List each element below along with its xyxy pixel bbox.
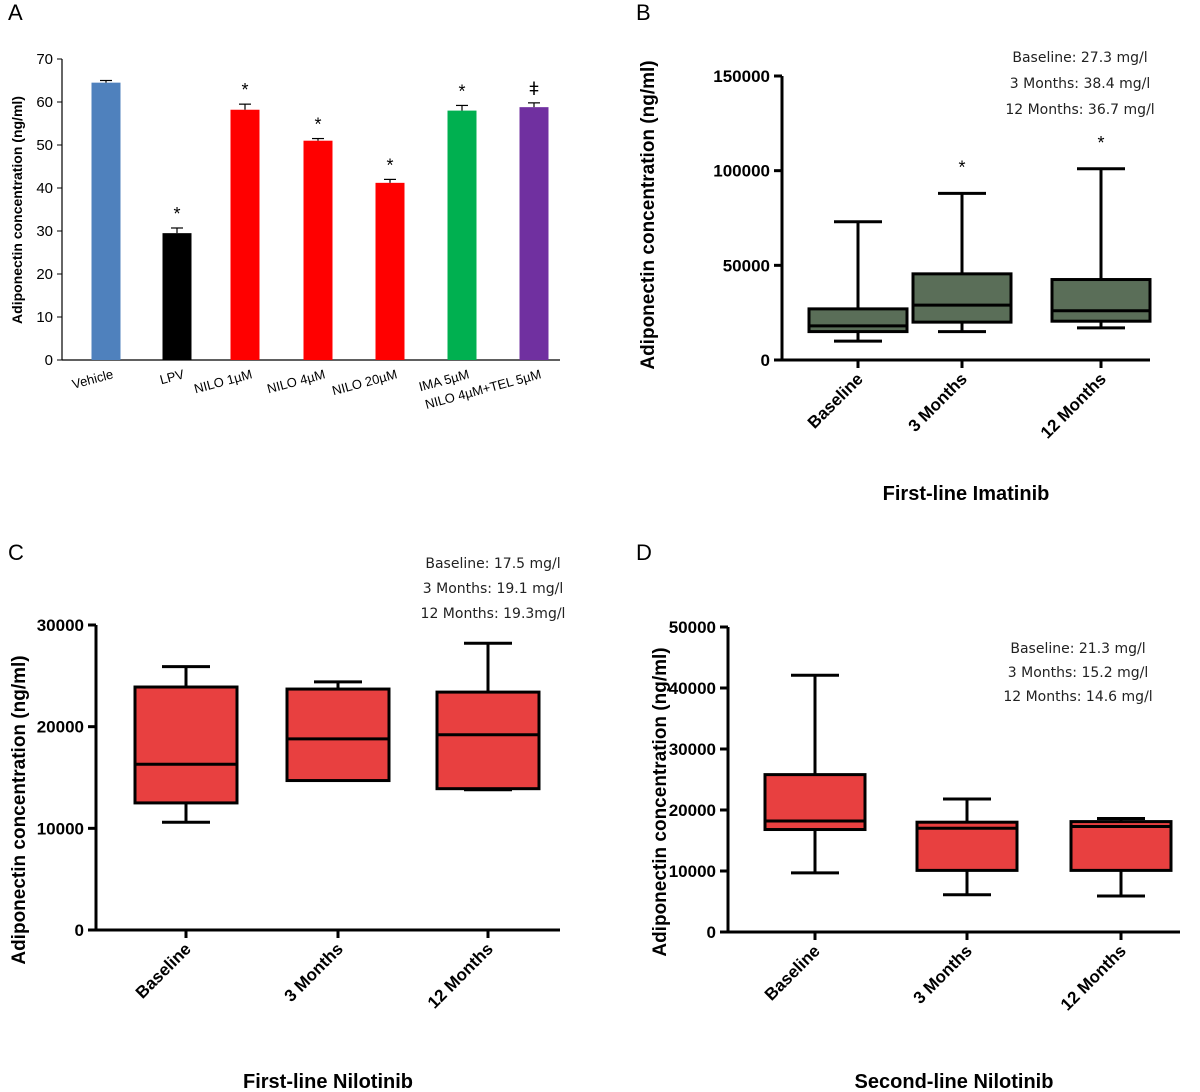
box-3 [435,690,541,791]
mean-annotation: Baseline: 27.3 mg/l [1012,50,1147,66]
y-axis-label: Adiponectin concentration (ng/ml) [9,96,25,324]
x-category-label: NILO 20µM [330,366,398,398]
bar-3 [230,109,260,361]
y-tick-label: 30000 [37,616,84,635]
mean-annotation: 3 Months: 19.1 mg/l [423,581,563,597]
x-category-label: 3 Months [905,369,971,435]
y-tick-label: 10000 [669,862,716,881]
y-tick-label: 40 [36,180,53,197]
significance-marker: * [386,155,393,175]
box-2 [285,687,391,783]
significance-marker: * [1097,133,1104,153]
mean-annotation: 12 Months: 36.7 mg/l [1005,102,1154,118]
y-tick-label: 0 [75,921,84,940]
y-tick-label: 50000 [723,256,770,275]
significance-marker: * [458,81,465,101]
y-axis-label: Adiponectin concentration (ng/ml) [650,647,671,956]
y-tick-label: 50000 [669,618,716,637]
panel-letter-b: B [636,0,651,25]
y-tick-label: 20000 [669,801,716,820]
y-tick-label: 30000 [669,740,716,759]
y-tick-label: 100000 [713,162,770,181]
y-tick-label: 0 [45,352,53,369]
x-category-label: Vehicle [70,366,114,391]
x-category-label: 12 Months [1037,369,1110,442]
x-category-label: 3 Months [910,941,976,1007]
mean-annotation: 12 Months: 19.3mg/l [421,606,566,622]
y-tick-label: 0 [761,351,770,370]
x-category-label: Baseline [804,369,867,432]
x-category-label: NILO 4µM [265,366,326,396]
y-tick-label: 10000 [37,819,84,838]
panel-b: B 0 50000 100000 150000 Adiponectin concentra… [636,0,1155,505]
panel-letter-d: D [636,540,652,565]
significance-marker: * [173,204,180,224]
mean-annotation: 12 Months: 14.6 mg/l [1003,689,1152,705]
box-2 [915,820,1019,872]
y-tick-label: 20 [36,266,53,283]
panel-letter-c: C [8,540,24,565]
mean-annotation: 3 Months: 15.2 mg/l [1008,665,1148,681]
significance-marker: * [314,115,321,135]
box-1 [807,307,909,334]
y-tick-label: 60 [36,94,53,111]
x-axis-title: First-line Imatinib [883,483,1050,505]
x-category-label: 12 Months [424,939,497,1012]
mean-annotation: Baseline: 17.5 mg/l [425,556,560,572]
box-3 [1069,820,1173,872]
y-tick-label: 150000 [713,67,770,86]
x-category-label: Baseline [132,939,195,1002]
y-tick-label: 40000 [669,679,716,698]
box-1 [133,685,239,805]
bar-2 [162,233,192,360]
box-2 [911,272,1013,324]
x-category-label: 12 Months [1057,941,1130,1014]
y-tick-label: 70 [36,51,53,68]
bar-4 [303,140,333,360]
bar-7 [519,107,549,360]
bar-6 [447,110,477,360]
x-category-label: LPV [158,366,186,387]
y-tick-label: 0 [707,923,716,942]
mean-annotation: Baseline: 21.3 mg/l [1010,641,1145,657]
y-tick-label: 50 [36,137,53,154]
y-tick-label: 30 [36,223,53,240]
y-tick-label: 20000 [37,718,84,737]
y-tick-label: 10 [36,309,53,326]
significance-marker: * [241,80,248,100]
panel-c: C 0 10000 20000 30000 Adiponectin concentrati… [8,540,565,1092]
mean-annotation: 3 Months: 38.4 mg/l [1010,76,1150,92]
significance-marker: * [958,157,965,177]
panel-a: A 0 10 20 30 40 50 60 70 Adiponectin concentratio… [8,0,560,412]
significance-marker: ǂ [529,79,540,99]
panel-d: D 0 10000 20000 30000 40000 50000 Adiponectin c… [636,540,1180,1092]
panel-letter-a: A [8,0,23,25]
bar-5 [375,182,405,360]
x-category-label: 3 Months [281,939,347,1005]
y-axis-label: Adiponectin concentration (ng/ml) [9,655,30,964]
x-axis-title: First-line Nilotinib [243,1071,413,1092]
x-category-label: NILO 1µM [192,366,253,396]
box-3 [1050,278,1152,323]
bar-1 [91,82,121,361]
x-axis-title: Second-line Nilotinib [855,1071,1054,1092]
y-axis-label: Adiponectin concentration (ng/ml) [638,60,659,369]
x-category-label: Baseline [761,941,824,1004]
